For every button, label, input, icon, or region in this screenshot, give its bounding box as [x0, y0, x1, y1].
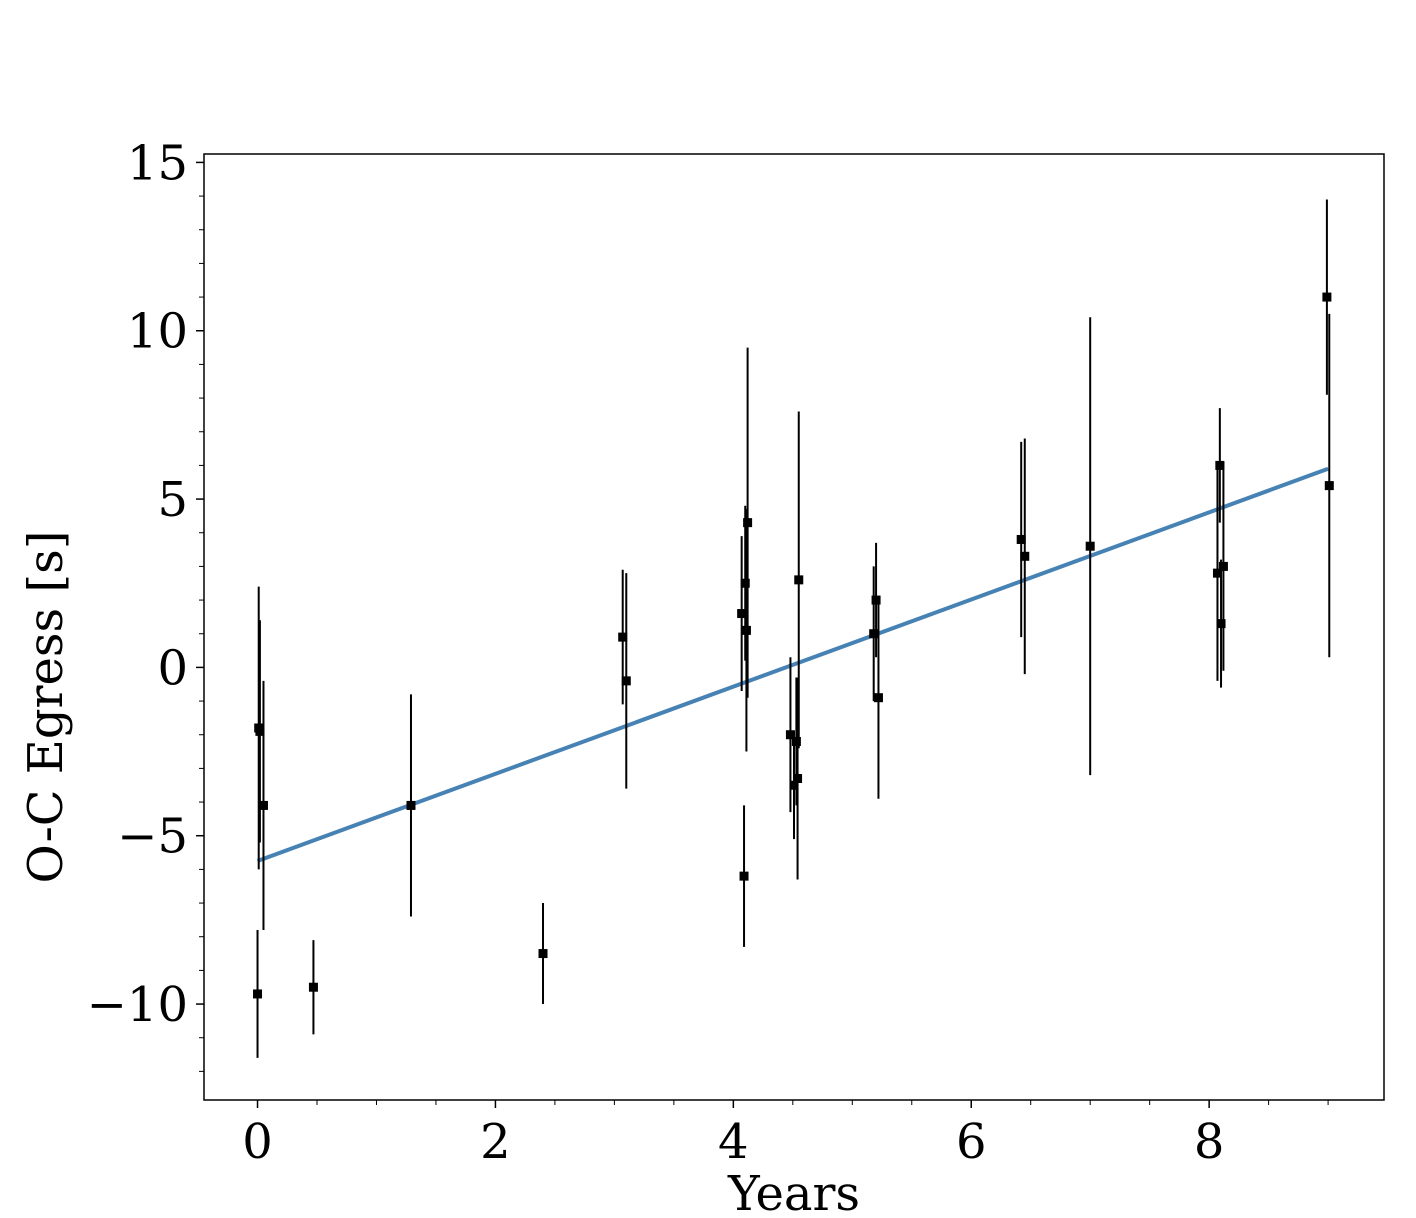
data-point — [1324, 481, 1334, 491]
data-point — [406, 800, 416, 810]
y-tick-label: 10 — [127, 304, 188, 360]
data-point — [1322, 292, 1332, 302]
data-point — [253, 989, 263, 999]
x-tick-label: 6 — [956, 1114, 987, 1170]
y-tick-label: −10 — [87, 977, 188, 1033]
data-point — [737, 609, 747, 619]
x-tick-label: 2 — [480, 1114, 511, 1170]
data-point — [1218, 561, 1228, 571]
data-point — [869, 629, 879, 639]
x-axis-label: Years — [727, 1166, 860, 1218]
data-point — [1216, 619, 1226, 629]
fit-line-layer — [256, 466, 1329, 863]
y-tick-label: 15 — [127, 135, 188, 191]
data-point — [618, 632, 628, 642]
data-point — [791, 736, 801, 746]
y-tick-label: 5 — [157, 472, 188, 528]
data-point — [621, 676, 631, 686]
data-point — [794, 575, 804, 585]
data-point — [1215, 460, 1225, 470]
data-point — [538, 949, 548, 959]
y-tick-label: −5 — [117, 809, 188, 865]
data-point — [255, 726, 265, 736]
data-point — [1085, 541, 1095, 551]
data-point — [793, 773, 803, 783]
data-point — [873, 693, 883, 703]
x-tick-label: 0 — [242, 1114, 273, 1170]
data-point — [743, 518, 753, 528]
data-point — [740, 578, 750, 588]
y-tick-label: 0 — [157, 640, 188, 696]
ticks-layer: 0 2 4 6 8 −10 −5 0 5 10 15 — [87, 135, 1329, 1170]
x-tick-label: 8 — [1194, 1114, 1225, 1170]
data-points-layer — [253, 199, 1334, 1058]
data-point — [1020, 551, 1030, 561]
y-axis-label: O-C Egress [s] — [18, 530, 74, 883]
data-point — [785, 730, 795, 740]
data-point — [789, 780, 799, 790]
data-point — [1016, 534, 1026, 544]
plot-frame — [203, 153, 1385, 1101]
data-point — [871, 595, 881, 605]
data-point — [308, 982, 318, 992]
data-point — [739, 871, 749, 881]
fit-line — [256, 466, 1329, 863]
data-point — [741, 625, 751, 635]
data-point — [1212, 568, 1222, 578]
data-point — [258, 800, 268, 810]
x-tick-label: 4 — [718, 1114, 749, 1170]
